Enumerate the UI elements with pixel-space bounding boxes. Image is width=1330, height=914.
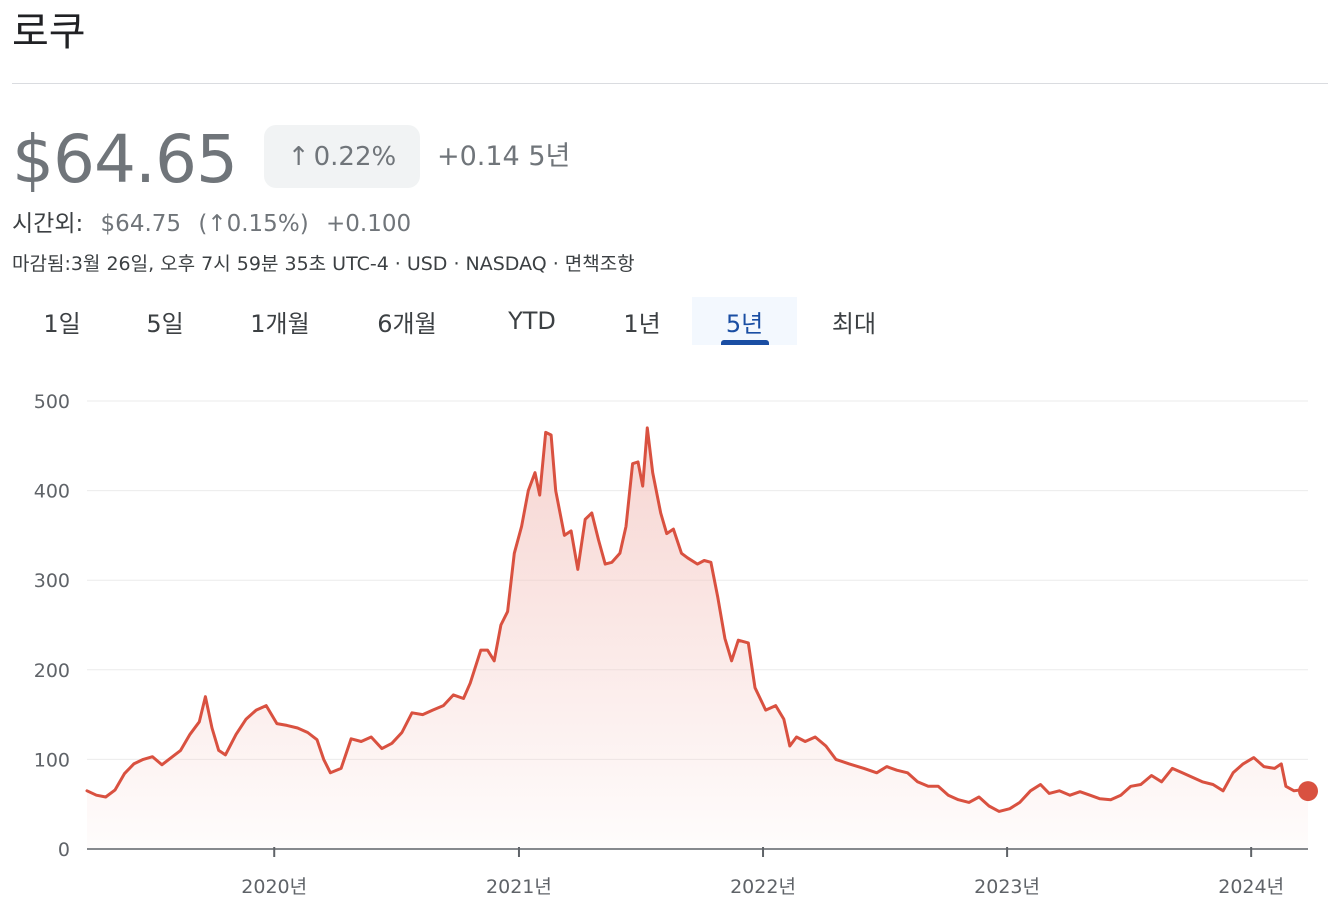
tab-1y[interactable]: 1년 bbox=[600, 297, 684, 345]
x-tick-label: 2023년 bbox=[974, 876, 1040, 898]
y-tick-label: 0 bbox=[58, 839, 70, 861]
x-tick-label: 2022년 bbox=[730, 876, 796, 898]
y-tick-label: 100 bbox=[34, 749, 70, 771]
active-tab-indicator bbox=[720, 340, 769, 345]
up-arrow-icon: ↑ bbox=[287, 141, 310, 172]
tab-1m[interactable]: 1개월 bbox=[225, 297, 335, 345]
y-tick-label: 400 bbox=[34, 481, 70, 503]
quote-meta: 마감됨:3월 26일, 오후 7시 59분 35초 UTC-4 · USD · NASD… bbox=[12, 250, 635, 278]
after-hours-paren-close: ) bbox=[299, 211, 309, 237]
tab-5y[interactable]: 5년 bbox=[692, 297, 797, 345]
up-arrow-icon: ↑ bbox=[207, 211, 227, 237]
disclaimer-link[interactable]: 면책조항 bbox=[564, 253, 635, 275]
tab-6m[interactable]: 6개월 bbox=[352, 297, 462, 345]
exchange: NASDAQ bbox=[465, 253, 547, 275]
tab-label: 1개월 bbox=[250, 309, 310, 338]
tab-label: 6개월 bbox=[377, 309, 437, 338]
tab-label: 5일 bbox=[146, 309, 184, 338]
change-percent: 0.22% bbox=[313, 141, 397, 172]
after-hours-percent: 0.15% bbox=[226, 211, 300, 237]
tab-label: YTD bbox=[508, 307, 556, 335]
after-hours-absolute: +0.100 bbox=[325, 211, 412, 237]
tab-max[interactable]: 최대 bbox=[812, 297, 896, 345]
after-hours-label: 시간외: bbox=[12, 211, 84, 237]
after-hours-price: $64.75 bbox=[100, 211, 182, 237]
change-badge: ↑ 0.22% bbox=[264, 125, 420, 188]
y-tick-label: 300 bbox=[34, 570, 70, 592]
x-tick-label: 2020년 bbox=[241, 876, 307, 898]
meta-separator: · bbox=[552, 253, 559, 275]
y-tick-label: 500 bbox=[34, 391, 70, 413]
tab-label: 최대 bbox=[831, 309, 877, 338]
currency: USD bbox=[406, 253, 448, 275]
tab-ytd[interactable]: YTD bbox=[480, 297, 584, 345]
range-tabs: 1일 5일 1개월 6개월 YTD 1년 5년 최대 bbox=[0, 297, 900, 345]
x-tick-label: 2024년 bbox=[1218, 876, 1284, 898]
page-title: 로쿠 bbox=[12, 9, 86, 55]
tab-label: 5년 bbox=[725, 309, 764, 338]
current-price: $64.65 bbox=[12, 121, 238, 198]
x-tick-label: 2021년 bbox=[486, 876, 552, 898]
after-hours-paren-open: ( bbox=[198, 211, 208, 237]
price-chart[interactable]: 0 100 200 300 400 500 2020년 2021년 2022년 2023년 2024… bbox=[0, 380, 1330, 914]
after-hours: 시간외: $64.75 (↑0.15%) +0.100 bbox=[12, 206, 421, 242]
tab-1d[interactable]: 1일 bbox=[22, 297, 102, 345]
header-divider bbox=[12, 83, 1328, 84]
change-absolute: +0.14 5년 bbox=[437, 141, 571, 172]
tab-label: 1일 bbox=[43, 309, 81, 338]
y-tick-label: 200 bbox=[34, 660, 70, 682]
price-line bbox=[85, 426, 1310, 813]
last-price-marker bbox=[1298, 781, 1318, 802]
meta-separator: · bbox=[394, 253, 401, 275]
tab-label: 1년 bbox=[623, 309, 661, 338]
closed-time: 마감됨:3월 26일, 오후 7시 59분 35초 UTC-4 bbox=[12, 253, 389, 275]
after-hours-change-group: (↑0.15%) bbox=[198, 211, 308, 237]
meta-separator: · bbox=[453, 253, 460, 275]
tab-5d[interactable]: 5일 bbox=[125, 297, 205, 345]
